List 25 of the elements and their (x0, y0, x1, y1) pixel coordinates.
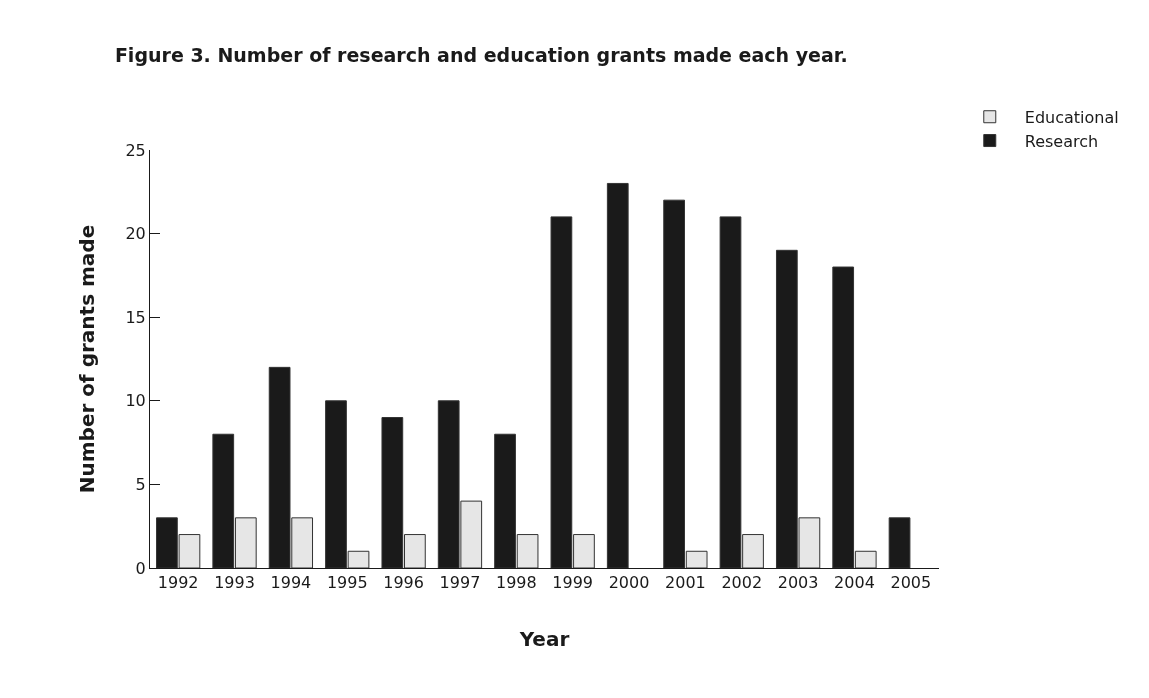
x-tick-label: 1999 (552, 573, 594, 593)
chart-title: Figure 3. Number of research and education grants made each year. (114, 44, 848, 67)
x-tick-label: 1993 (214, 573, 255, 593)
legend-label: Educational (1024, 107, 1119, 127)
y-tick-label: 0 (135, 558, 146, 578)
x-tick-label: 2001 (665, 573, 706, 593)
x-tick-label: 1992 (157, 573, 199, 593)
y-tick-label: 20 (125, 224, 146, 244)
x-tick-label: 2000 (608, 573, 650, 593)
legend-label: Research (1024, 131, 1099, 151)
y-tick-label: 25 (125, 140, 146, 160)
x-axis-title: Year (518, 626, 570, 651)
x-tick-label: 1997 (439, 573, 481, 593)
y-tick-label: 15 (125, 307, 146, 327)
y-axis-title: Number of grants made (74, 224, 99, 494)
x-tick-label: 1998 (495, 573, 537, 593)
x-tick-label: 1996 (383, 573, 424, 593)
x-tick-label: 2002 (721, 573, 763, 593)
y-tick-label: 5 (135, 475, 146, 494)
x-tick-label: 1994 (270, 573, 312, 593)
x-tick-label: 1995 (326, 573, 368, 593)
x-tick-label: 2005 (890, 573, 932, 593)
x-tick-label: 2003 (777, 573, 819, 593)
y-tick-label: 10 (125, 391, 146, 411)
x-tick-label: 2004 (834, 573, 875, 593)
